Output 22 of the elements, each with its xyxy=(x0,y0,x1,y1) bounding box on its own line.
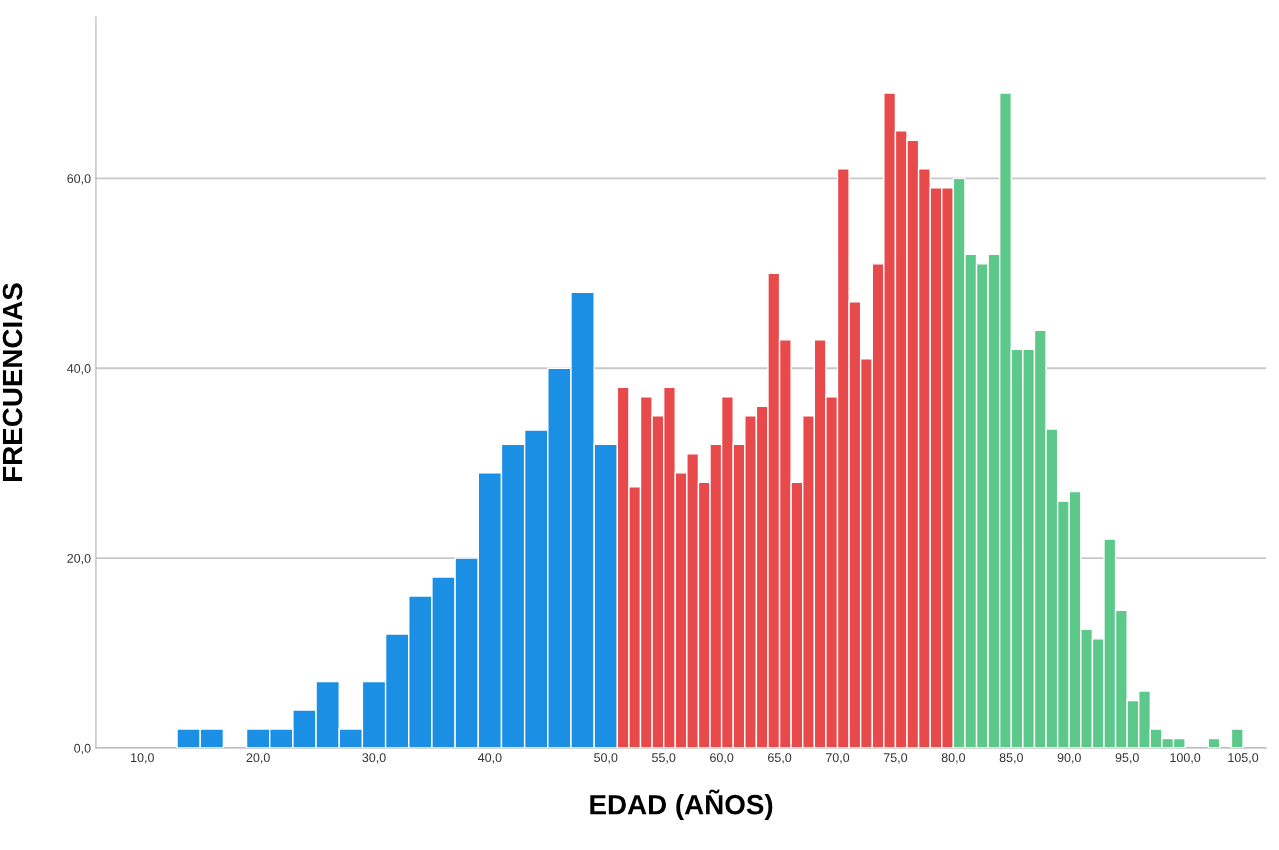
x-tick-label: 20,0 xyxy=(246,753,270,764)
x-tick-label: 55,0 xyxy=(652,753,676,764)
x-tick-label: 95,0 xyxy=(1115,753,1139,764)
x-tick-label: 60,0 xyxy=(710,753,734,764)
x-tick-label: 85,0 xyxy=(999,753,1023,764)
x-tick-label: 100,0 xyxy=(1170,753,1201,764)
x-tick-label: 105,0 xyxy=(1228,753,1259,764)
x-tick-label: 70,0 xyxy=(825,753,850,764)
x-tick-label: 40,0 xyxy=(478,753,502,764)
x-tick-label: 75,0 xyxy=(883,753,908,764)
x-tick-label: 65,0 xyxy=(768,753,792,764)
x-tick-label: 50,0 xyxy=(594,753,618,764)
y-tick-label: 40,0 xyxy=(67,364,91,375)
y-axis-title: FRECUENCIAS xyxy=(2,283,23,481)
x-tick-label: 80,0 xyxy=(941,753,966,764)
x-axis-title: EDAD (AÑOS) xyxy=(590,789,773,820)
y-tick-label: 20,0 xyxy=(67,553,91,565)
y-tick-label: 60,0 xyxy=(67,174,91,185)
x-tick-label: 90,0 xyxy=(1057,753,1081,764)
x-tick-label: 30,0 xyxy=(362,753,386,764)
y-tick-label: 0,0 xyxy=(74,743,91,755)
x-tick-label: 10,0 xyxy=(131,753,154,764)
